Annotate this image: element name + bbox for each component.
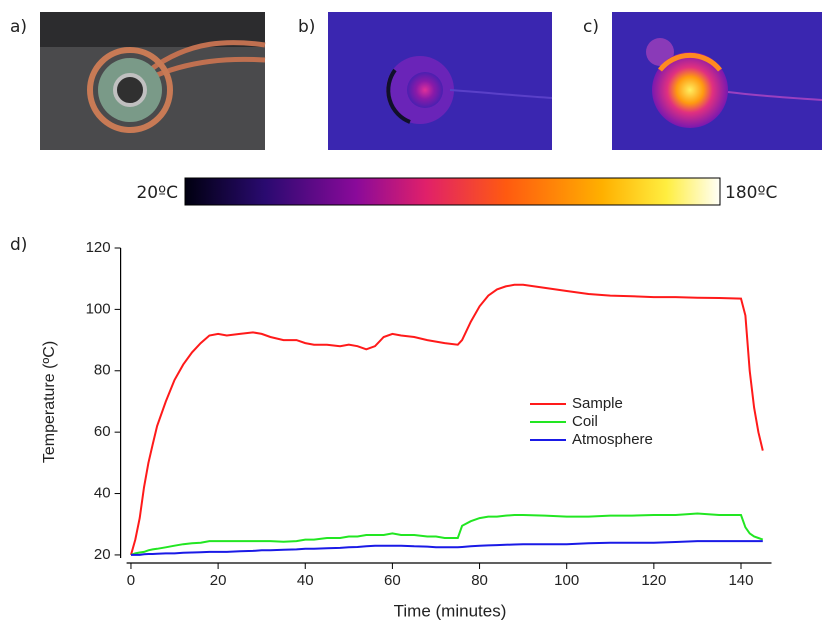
thermal-b [328, 12, 552, 150]
legend-label: Coil [572, 413, 598, 430]
y-tick-label: 20 [94, 546, 111, 563]
x-tick-label: 80 [471, 572, 488, 589]
y-axis-title: Temperature (ºC) [41, 341, 58, 463]
thermal-c [612, 12, 822, 150]
x-tick-label: 140 [728, 572, 753, 589]
legend-label: Atmosphere [572, 431, 653, 448]
panel-label: a) [10, 17, 27, 37]
x-axis-title: Time (minutes) [394, 601, 507, 620]
photo-a [40, 12, 265, 150]
x-tick-label: 40 [297, 572, 314, 589]
figure: a) b) c) d) 20ºC 180ºC Time (minutes) Te… [0, 0, 827, 624]
panel-label: d) [10, 235, 27, 255]
y-tick-label: 120 [86, 239, 111, 256]
x-tick-label: 0 [127, 572, 135, 589]
panel-label: c) [583, 17, 599, 37]
page: {"panel_labels": ["a)", "b)", "c)", "d)"… [0, 0, 827, 624]
colorbar-min-label: 20ºC [136, 183, 178, 203]
legend-label: Sample [572, 395, 623, 412]
y-tick-label: 80 [94, 362, 111, 379]
y-tick-label: 40 [94, 485, 111, 502]
x-tick-label: 20 [210, 572, 227, 589]
y-tick-label: 100 [86, 300, 111, 317]
x-tick-label: 60 [384, 572, 401, 589]
x-tick-label: 120 [641, 572, 666, 589]
series-line [131, 541, 763, 555]
panel-label: b) [298, 17, 315, 37]
series-line [131, 514, 763, 555]
colorbar-max-label: 180ºC [725, 183, 777, 203]
colorbar [185, 178, 720, 205]
y-tick-label: 60 [94, 423, 111, 440]
x-tick-label: 100 [554, 572, 579, 589]
